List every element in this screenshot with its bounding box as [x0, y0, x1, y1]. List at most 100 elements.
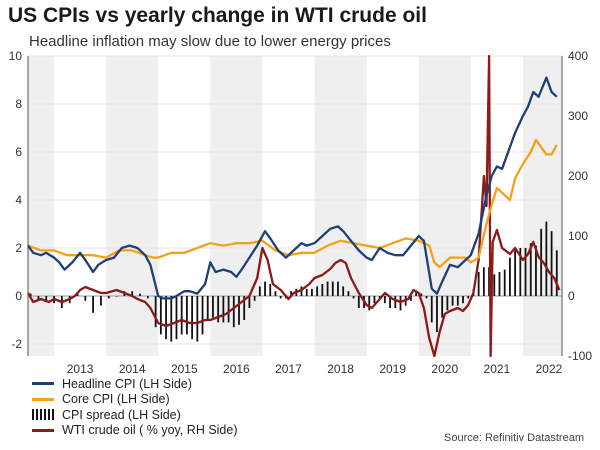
legend-item-headline: Headline CPI (LH Side) [32, 376, 238, 392]
cpi-spread-bar [269, 284, 272, 296]
cpi-spread-bar [383, 296, 386, 304]
cpi-spread-bar [488, 267, 490, 296]
legend-label-wti: WTI crude oil ( % yoy, RH Side) [62, 423, 238, 438]
cpi-spread-bar [519, 248, 522, 296]
x-tick-label: 2013 [67, 362, 94, 376]
cpi-spread-bar [175, 296, 178, 340]
cpi-spread-bar [201, 296, 204, 335]
x-tick-label: 2019 [379, 362, 406, 376]
cpi-spread-bar [29, 293, 32, 296]
cpi-spread-bar [227, 296, 230, 323]
shaded-year-band [314, 56, 367, 356]
y-right-tick-label: 400 [568, 49, 588, 63]
cpi-spread-bar [196, 296, 199, 342]
cpi-spread-bar [524, 248, 527, 296]
legend-swatch-core [32, 397, 54, 401]
y-left-tick-label: 6 [15, 145, 22, 159]
cpi-spread-bar [540, 228, 543, 296]
cpi-spread-bar [264, 281, 266, 296]
shaded-year-band [106, 56, 159, 356]
cpi-spread-bar [165, 296, 167, 340]
x-tick-label: 2017 [275, 362, 302, 376]
y-left-tick-label: 2 [15, 241, 22, 255]
cpi-spread-bar [191, 296, 194, 340]
cpi-spread-bar [373, 296, 376, 304]
cpi-spread-bar [311, 288, 313, 296]
y-right-tick-label: 0 [568, 289, 575, 303]
cpi-spread-bar [529, 243, 532, 296]
cpi-spread-bar [535, 245, 537, 296]
x-tick-label: 2015 [171, 362, 198, 376]
cpi-spread-bar [206, 296, 209, 320]
cpi-spread-bar [316, 286, 319, 296]
cpi-spread-bar [477, 272, 480, 296]
cpi-spread-bar [45, 296, 48, 301]
cpi-spread-bar [342, 286, 345, 296]
cpi-spread-bar [451, 296, 454, 306]
cpi-spread-bar [131, 291, 134, 296]
cpi-spread-bar [462, 296, 464, 304]
cpi-spread-bar [389, 296, 391, 308]
cpi-spread-bar [248, 296, 251, 308]
headline-cpi-line [27, 76, 558, 300]
cpi-spread-bar [456, 296, 459, 306]
cpi-spread-bar [232, 296, 235, 328]
x-tick-label: 2020 [431, 362, 458, 376]
x-tick-label: 2021 [484, 362, 511, 376]
x-tick-label: 2018 [327, 362, 354, 376]
cpi-spread-bar [185, 296, 188, 335]
legend-swatch-wti [32, 428, 54, 432]
cpi-spread-bar [493, 274, 496, 296]
cpi-spread-bar [222, 296, 225, 323]
shaded-year-band [522, 56, 562, 356]
cpi-spread-bar [258, 286, 261, 296]
wti-line [27, 54, 561, 358]
cpi-spread-bar [84, 296, 87, 301]
cpi-spread-bar [92, 296, 95, 313]
cpi-spread-bar [509, 257, 511, 296]
cpi-spread-bar [180, 296, 183, 335]
cpi-spread-bar [446, 296, 449, 311]
cpi-spread-bar [305, 288, 308, 296]
y-left-tick-label: 8 [15, 97, 22, 111]
cpi-spread-bar [514, 250, 517, 296]
chart-legend: Headline CPI (LH Side) Core CPI (LH Side… [32, 376, 238, 438]
cpi-spread-bar [212, 296, 214, 318]
cpi-spread-bar [326, 281, 329, 296]
cpi-spread-bar [357, 296, 360, 308]
cpi-spread-bar [243, 296, 246, 320]
cpi-spread-bar [279, 296, 282, 299]
x-tick-label: 2022 [536, 362, 563, 376]
cpi-spread-bar [159, 296, 162, 335]
cpi-spread-bar [331, 281, 334, 296]
cpi-spread-bar [467, 296, 470, 299]
legend-item-wti: WTI crude oil ( % yoy, RH Side) [32, 423, 238, 439]
legend-label-core: Core CPI (LH Side) [62, 392, 170, 407]
cpi-spread-bar [415, 291, 418, 296]
cpi-spread-bar [503, 269, 506, 296]
y-right-tick-label: -100 [568, 349, 592, 363]
shaded-year-band [28, 56, 55, 356]
cpi-spread-bar [100, 296, 102, 306]
cpi-spread-bar [115, 296, 118, 297]
y-left-tick-label: -2 [11, 337, 22, 351]
y-left-tick-label: 10 [9, 49, 23, 63]
cpi-spread-bar [253, 296, 256, 301]
legend-label-spread: CPI spread (LH Side) [62, 407, 181, 422]
y-right-tick-label: 300 [568, 109, 588, 123]
chart-title: US CPIs vs yearly change in WTI crude oi… [8, 4, 427, 27]
cpi-spread-bar [441, 296, 444, 318]
y-left-tick-label: 4 [15, 193, 22, 207]
cpi-spread-bar [555, 250, 558, 296]
cpi-spread-bar [337, 281, 339, 296]
cpi-spread-bar [368, 296, 371, 311]
cpi-spread-bar [146, 296, 149, 299]
cpi-spread-bar [107, 296, 110, 299]
cpi-spread-bar [425, 296, 428, 299]
cpi-spread-bar [399, 296, 402, 311]
cpi-spread-bar [139, 293, 141, 296]
shaded-year-band [418, 56, 471, 356]
cpi-spread-bar [545, 221, 548, 296]
cpi-spread-bar [410, 296, 412, 301]
